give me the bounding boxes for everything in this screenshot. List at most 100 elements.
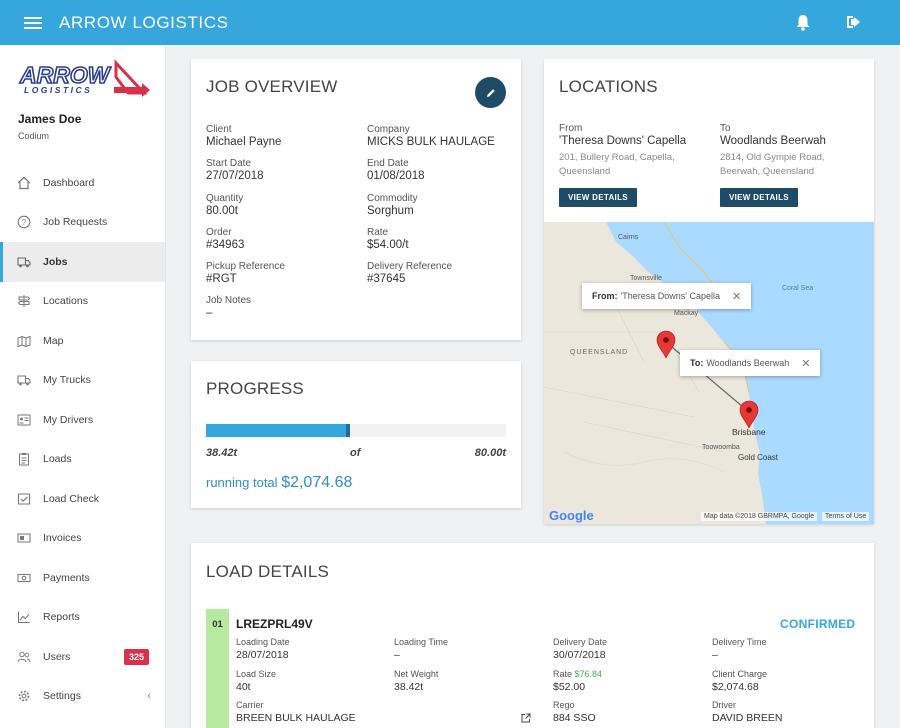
field-label: Job Notes bbox=[206, 295, 252, 306]
field-value: 38.42t bbox=[394, 681, 424, 693]
field-company: Company MICKS BULK HAULAGE bbox=[367, 124, 517, 148]
user-organization: Codium bbox=[18, 131, 50, 141]
id-card-icon bbox=[17, 413, 31, 427]
map-label-toowoomba: Toowoomba bbox=[702, 444, 740, 451]
sidebar-item-job-requests[interactable]: ? Job Requests bbox=[0, 203, 165, 243]
field-label: Start Date bbox=[206, 158, 252, 169]
sidebar-item-load-check[interactable]: Load Check bbox=[0, 479, 165, 519]
map-attribution: Map data ©2018 GBRMPA, Google bbox=[701, 512, 818, 521]
truck-icon bbox=[17, 373, 31, 387]
field-value: – bbox=[712, 649, 718, 661]
sidebar-item-label: Dashboard bbox=[43, 176, 95, 189]
view-details-from-button[interactable]: VIEW DETAILS bbox=[559, 188, 637, 207]
sidebar-item-invoices[interactable]: Invoices bbox=[0, 519, 165, 559]
hamburger-menu-icon[interactable] bbox=[24, 14, 42, 32]
field-label: End Date bbox=[367, 158, 409, 169]
popup-to-value: Woodlands Beerwah bbox=[706, 358, 790, 368]
progress-title: PROGRESS bbox=[206, 379, 304, 398]
load-details-card: LOAD DETAILS 01 LREZPRL49V CONFIRMED Loa… bbox=[191, 543, 874, 728]
field-label: Delivery Date bbox=[553, 637, 608, 647]
sidebar-item-payments[interactable]: Payments bbox=[0, 558, 165, 598]
truck-icon bbox=[17, 255, 31, 269]
location-from-label: From bbox=[559, 123, 583, 134]
field-label: Company bbox=[367, 124, 410, 135]
sidebar-item-label: Job Requests bbox=[43, 216, 108, 229]
external-link-icon[interactable] bbox=[521, 713, 531, 723]
field-rate: Rate $54.00/t bbox=[367, 227, 517, 251]
home-icon bbox=[17, 176, 31, 190]
sidebar-item-dashboard[interactable]: Dashboard bbox=[0, 163, 165, 203]
field-label: Client Charge bbox=[712, 669, 768, 679]
field-label: Load Size bbox=[236, 669, 277, 679]
sidebar-item-label: My Trucks bbox=[43, 374, 91, 387]
sidebar-item-label: Settings bbox=[43, 690, 81, 703]
map-label-cairns: Cairns bbox=[618, 234, 639, 241]
address-line: 201, Bullery Road, Capella, bbox=[559, 152, 675, 163]
bell-icon[interactable] bbox=[795, 14, 811, 31]
clipboard-icon bbox=[17, 452, 31, 466]
logo-word-arrow: ARROW bbox=[19, 62, 112, 88]
sidebar-item-locations[interactable]: Locations bbox=[0, 282, 165, 322]
progress-bar bbox=[206, 424, 506, 437]
field-label: Carrier bbox=[236, 700, 264, 710]
field-value: $52.00 bbox=[553, 681, 586, 693]
field-value: 30/07/2018 bbox=[553, 649, 606, 661]
sidebar-item-reports[interactable]: Reports bbox=[0, 598, 165, 638]
progress-of: of bbox=[350, 447, 361, 459]
route-map[interactable]: Cairns Townsville Mackay QUEENSLAND Cora… bbox=[544, 222, 874, 524]
running-total-value: $2,074.68 bbox=[281, 474, 353, 491]
logo-word-logistics: LOGISTICS bbox=[24, 85, 92, 95]
logout-icon[interactable] bbox=[846, 15, 862, 29]
field-value: 80.00t bbox=[206, 205, 238, 217]
google-logo[interactable]: Google bbox=[549, 508, 594, 523]
load-field-rego: Rego 884 SSO bbox=[553, 700, 596, 724]
sidebar-item-map[interactable]: Map bbox=[0, 321, 165, 361]
map-terms-link[interactable]: Terms of Use bbox=[822, 512, 870, 521]
field-label: Commodity bbox=[367, 193, 418, 204]
job-overview-card: JOB OVERVIEW Client Michael Payne Company… bbox=[191, 59, 521, 340]
field-label: Loading Time bbox=[394, 637, 449, 647]
popup-close-icon[interactable]: ✕ bbox=[731, 290, 742, 303]
map-pin-from[interactable] bbox=[656, 330, 676, 359]
address-line: 2814, Old Gympie Road, bbox=[720, 152, 825, 163]
field-label: Driver bbox=[712, 700, 736, 710]
field-value: 28/07/2018 bbox=[236, 649, 289, 661]
view-details-to-button[interactable]: VIEW DETAILS bbox=[720, 188, 798, 207]
invoice-icon bbox=[17, 531, 31, 545]
sidebar-item-my-drivers[interactable]: My Drivers bbox=[0, 400, 165, 440]
sidebar-item-jobs[interactable]: Jobs bbox=[0, 242, 165, 282]
field-label: Quantity bbox=[206, 193, 244, 204]
field-client: Client Michael Payne bbox=[206, 124, 356, 148]
rate-alt-value: $76.84 bbox=[574, 669, 603, 679]
field-value: – bbox=[206, 307, 213, 319]
sidebar-item-loads[interactable]: Loads bbox=[0, 440, 165, 480]
map-pin-to[interactable] bbox=[739, 400, 759, 429]
chevron-left-icon[interactable]: ‹ bbox=[147, 690, 151, 703]
field-value: MICKS BULK HAULAGE bbox=[367, 136, 495, 148]
field-quantity: Quantity 80.00t bbox=[206, 193, 356, 217]
field-value: 40t bbox=[236, 681, 251, 693]
progress-done: 38.42t bbox=[206, 447, 238, 459]
field-value: 01/08/2018 bbox=[367, 170, 425, 182]
map-label-gold-coast: Gold Coast bbox=[738, 453, 779, 462]
sidebar-item-label: Map bbox=[43, 334, 64, 347]
sidebar-item-users[interactable]: Users 325 bbox=[0, 637, 165, 677]
sidebar-item-label: Invoices bbox=[43, 532, 82, 545]
sidebar-item-label: Reports bbox=[43, 611, 80, 624]
sidebar-item-label: My Drivers bbox=[43, 413, 94, 426]
edit-job-button[interactable] bbox=[475, 77, 506, 108]
sidebar-item-my-trucks[interactable]: My Trucks bbox=[0, 361, 165, 401]
sidebar-item-label: Load Check bbox=[43, 492, 100, 505]
popup-close-icon[interactable]: ✕ bbox=[801, 357, 811, 370]
field-commodity: Commodity Sorghum bbox=[367, 193, 517, 217]
field-value: Michael Payne bbox=[206, 136, 282, 148]
sidebar-item-label: Locations bbox=[43, 295, 88, 308]
load-field-rate: Rate $76.84 $52.00 bbox=[553, 669, 602, 693]
load-field-load-size: Load Size 40t bbox=[236, 669, 276, 693]
load-id[interactable]: LREZPRL49V bbox=[236, 617, 313, 631]
sidebar-item-settings[interactable]: Settings ‹ bbox=[0, 677, 165, 717]
field-label: Client bbox=[206, 124, 232, 135]
sidebar-item-label: Payments bbox=[43, 571, 90, 584]
map-label-townsville: Townsville bbox=[630, 275, 662, 282]
field-value: – bbox=[394, 649, 400, 661]
